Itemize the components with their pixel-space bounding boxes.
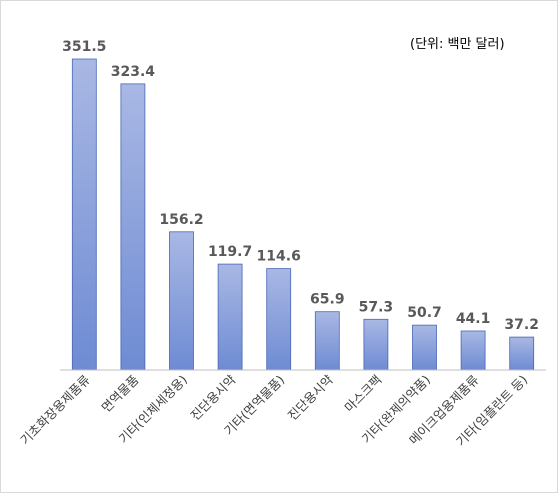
- value-label-5: 114.6: [257, 249, 301, 265]
- value-labels-layer: 351.5 323.4 156.2 119.7 114.6 65.9 57.3 50.7 44.…: [62, 39, 539, 333]
- value-label-10: 37.2: [504, 317, 539, 333]
- value-label-3: 156.2: [159, 212, 203, 228]
- bar-3: [169, 231, 194, 371]
- x-tick-label-7: 마스크팩: [341, 372, 384, 415]
- x-tick-label-6: 진단용시약: [285, 372, 337, 424]
- bar-8: [412, 324, 437, 371]
- bar-6: [314, 311, 340, 371]
- value-label-2: 323.4: [111, 64, 156, 80]
- bar-4: [217, 263, 243, 371]
- value-label-4: 119.7: [208, 244, 252, 260]
- value-label-7: 57.3: [359, 299, 394, 315]
- x-tick-label-1: 기초화장용제품류: [17, 372, 93, 448]
- x-tick-label-2: 면역물품: [98, 372, 141, 415]
- bar-9: [460, 330, 486, 371]
- value-label-9: 44.1: [456, 311, 491, 327]
- value-label-8: 50.7: [407, 305, 442, 321]
- value-label-6: 65.9: [310, 292, 345, 308]
- bar-5: [266, 268, 292, 371]
- bar-1: [71, 58, 97, 371]
- bar-7: [363, 318, 389, 371]
- value-label-1: 351.5: [62, 39, 106, 55]
- x-tick-label-4: 진단용시약: [187, 372, 239, 424]
- bar-2: [120, 83, 146, 371]
- bars-layer: [71, 58, 535, 371]
- unit-label: (단위: 백만 달러): [410, 37, 505, 52]
- bar-10: [509, 336, 535, 371]
